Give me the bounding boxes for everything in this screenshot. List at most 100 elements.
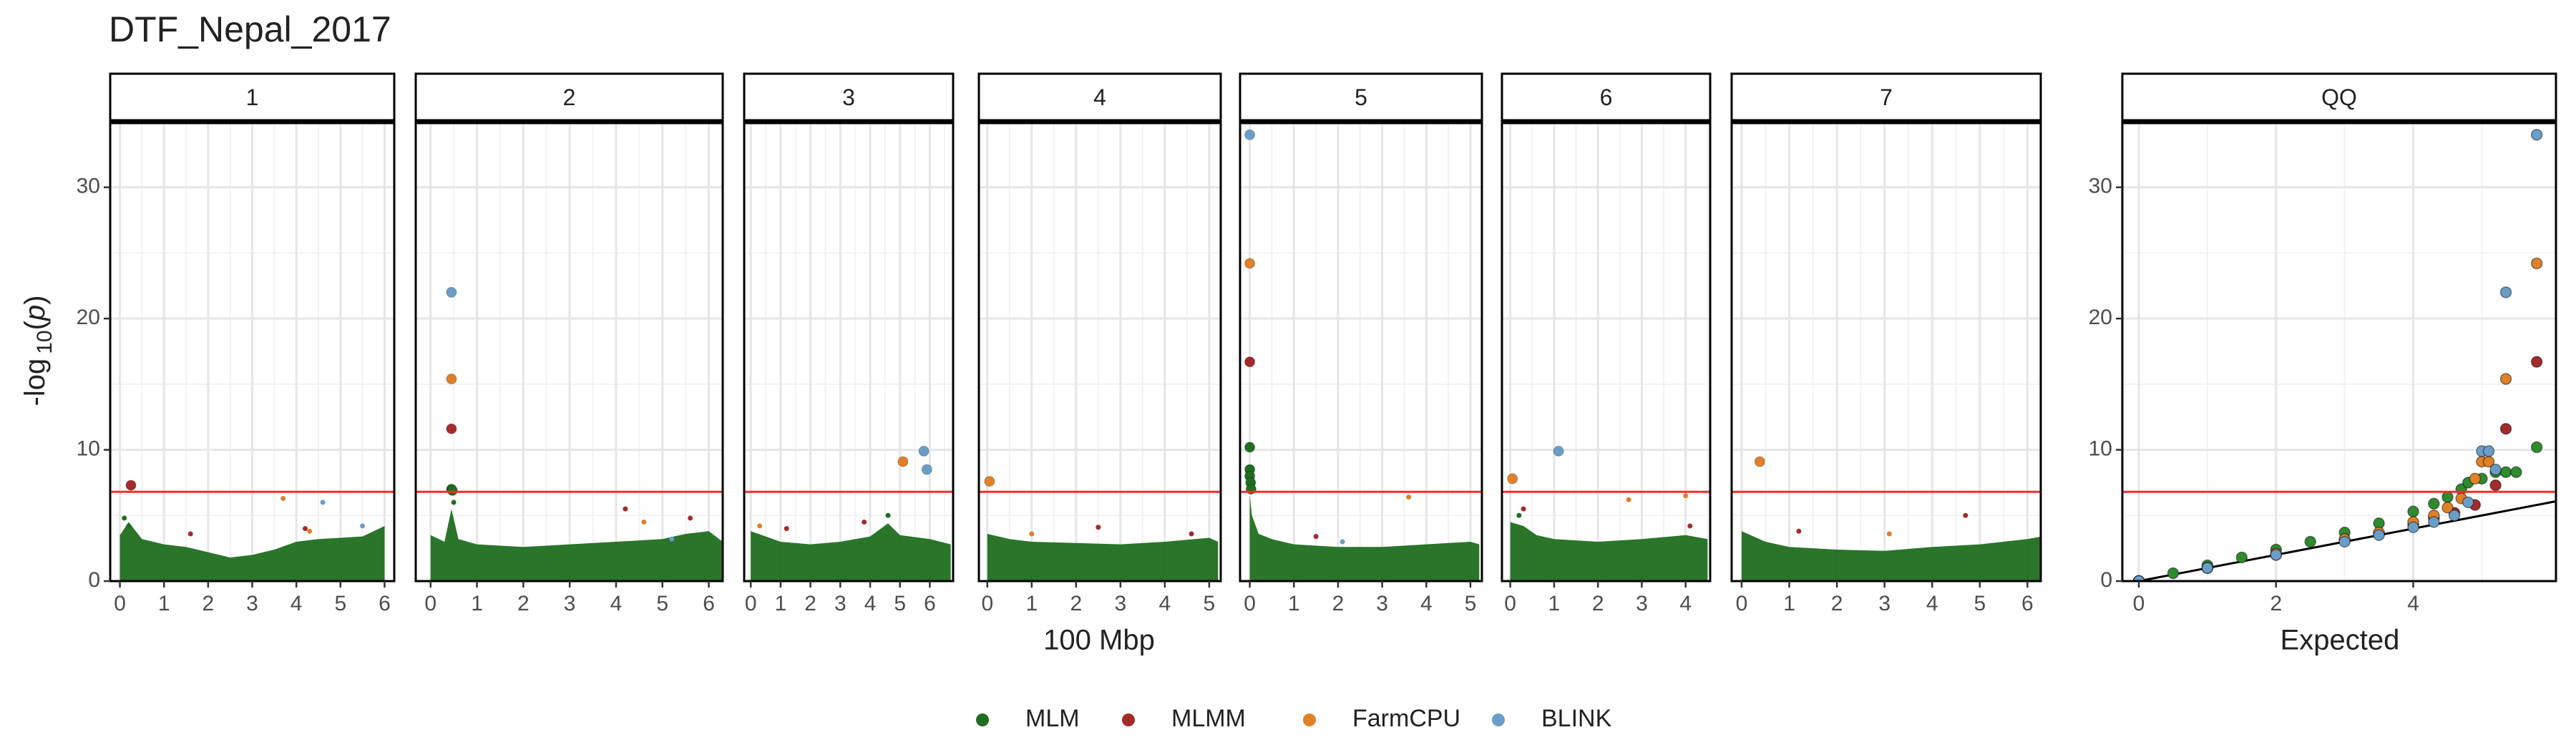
qq-point xyxy=(2373,529,2385,542)
snp-point xyxy=(446,286,457,298)
legend-marker xyxy=(1492,713,1505,726)
snp-point xyxy=(1683,493,1689,499)
x-tick-label: 1 xyxy=(471,592,483,615)
x-tick-label: 0 xyxy=(1504,592,1516,615)
x-tick-label: 2 xyxy=(517,592,530,615)
panel-background xyxy=(1240,122,1482,581)
x-tick-label: 6 xyxy=(379,592,391,615)
x-tick-label: 1 xyxy=(158,592,170,615)
qq-point xyxy=(2428,516,2440,528)
y-tick-label: 20 xyxy=(2089,306,2112,329)
strip-label: 6 xyxy=(1600,84,1613,110)
panel-background xyxy=(1732,122,2041,581)
legend: MLM MLMM FarmCPU BLINK xyxy=(976,705,1612,732)
y-tick-label: 30 xyxy=(77,175,100,198)
qq-point xyxy=(2201,562,2214,574)
legend-label: MLMM xyxy=(1171,705,1246,732)
legend-label: MLM xyxy=(1025,705,1080,732)
snp-point xyxy=(1796,528,1802,534)
x-tick-label: 5 xyxy=(1204,592,1216,615)
snp-density-band xyxy=(1249,495,1480,581)
qq-point xyxy=(2428,497,2440,510)
panel: 4 0 1 2 3 4 5 xyxy=(977,72,1222,615)
x-tick-label: 3 xyxy=(1636,592,1648,615)
snp-point xyxy=(1886,531,1892,537)
snp-density-band xyxy=(430,509,723,581)
snp-point xyxy=(862,519,867,525)
snp-point xyxy=(688,515,693,521)
qq-point xyxy=(2510,466,2522,479)
snp-point xyxy=(757,523,763,529)
panel: 6 0 1 2 3 4 xyxy=(1501,72,1712,615)
x-tick-label: 1 xyxy=(775,592,787,615)
qq-point xyxy=(2489,463,2502,476)
snp-point xyxy=(984,476,995,487)
strip-label: 3 xyxy=(842,84,855,110)
strip xyxy=(977,72,1222,123)
snp-point xyxy=(125,479,137,491)
qq-point xyxy=(2499,466,2512,479)
x-tick-label: 1 xyxy=(1288,592,1300,615)
strip-label: 7 xyxy=(1880,84,1893,110)
x-tick-label: 5 xyxy=(656,592,668,615)
snp-point xyxy=(126,523,132,529)
qq-point xyxy=(2441,491,2454,503)
qq-point xyxy=(2530,441,2543,454)
panel: 5 0 1 2 3 4 5 xyxy=(1239,72,1483,615)
qq-point xyxy=(2270,549,2283,561)
snp-point xyxy=(447,484,458,496)
snp-point xyxy=(1244,442,1256,453)
x-tick-label: 4 xyxy=(864,592,877,615)
snp-point xyxy=(641,519,647,525)
x-tick-label: 4 xyxy=(291,592,303,615)
y-label-sub: 10 xyxy=(33,330,57,354)
y-label-open: ( xyxy=(19,320,51,330)
x-tick-label: 3 xyxy=(1114,592,1126,615)
legend-label: FarmCPU xyxy=(1352,705,1460,732)
snp-point xyxy=(1626,497,1631,502)
x-tick-label: 2 xyxy=(1332,592,1345,615)
plot-area xyxy=(751,445,951,581)
strip-label: 1 xyxy=(246,84,259,110)
x-tick-label: 0 xyxy=(1736,592,1748,615)
y-tick-label: 20 xyxy=(77,306,100,329)
qq-point xyxy=(2407,521,2419,534)
strip-label: 4 xyxy=(1093,84,1106,110)
panel: 30 1 2 3 4 5 6 xyxy=(743,72,955,615)
snp-point xyxy=(1963,512,1968,518)
snp-point xyxy=(360,523,366,529)
x-tick-label: 0 xyxy=(1244,592,1256,615)
qq-point xyxy=(2304,535,2316,548)
x-tick-label: 4 xyxy=(610,592,623,615)
strip xyxy=(109,72,396,123)
qq-point xyxy=(2530,129,2543,141)
strip xyxy=(1501,72,1712,123)
strip-label: 5 xyxy=(1355,84,1367,110)
x-tick-label: 3 xyxy=(1878,592,1890,615)
snp-point xyxy=(1406,495,1412,500)
x-tick-label: 4 xyxy=(1159,592,1171,615)
snp-point xyxy=(669,536,675,542)
panel-background xyxy=(979,122,1221,581)
x-tick-label: 4 xyxy=(1926,592,1938,615)
strip xyxy=(414,72,724,123)
snp-point xyxy=(307,528,313,534)
qq-point xyxy=(2499,422,2512,435)
strip xyxy=(1730,72,2042,123)
snp-point xyxy=(1029,531,1035,537)
qq-point xyxy=(2499,373,2512,385)
panel: 7 0 1 2 3 4 5 6 xyxy=(1730,72,2042,615)
plot-area xyxy=(2132,129,2556,581)
x-tick-label: 3 xyxy=(564,592,576,615)
x-tick-label: 0 xyxy=(981,592,993,615)
snp-point xyxy=(1244,129,1256,140)
x-tick-label: 2 xyxy=(1070,592,1082,615)
snp-point xyxy=(1754,456,1765,467)
snp-point xyxy=(302,526,308,532)
x-tick-label: 6 xyxy=(703,592,715,615)
x-tick-label: 6 xyxy=(924,592,936,615)
panel-background xyxy=(1502,122,1710,581)
snp-point xyxy=(1340,539,1345,545)
